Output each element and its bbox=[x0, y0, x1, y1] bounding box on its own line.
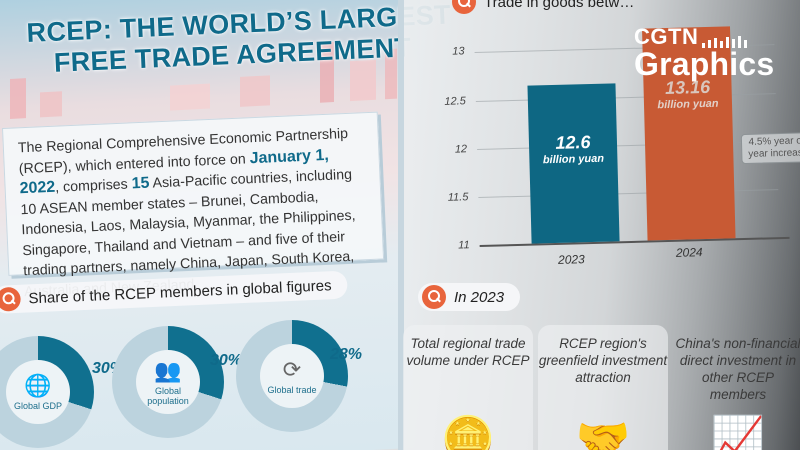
bar-chart-logo-icon bbox=[702, 34, 748, 48]
handshake-icon: 🤝 bbox=[575, 415, 631, 450]
brand-line-2: Graphics bbox=[634, 46, 775, 82]
bar-unit: billion yuan bbox=[657, 97, 719, 112]
y-tick-12-5: 12.5 bbox=[444, 95, 467, 108]
card-title: China's non-financial direct investment … bbox=[675, 336, 800, 402]
y-tick-11-5: 11.5 bbox=[447, 191, 469, 204]
bar-value: 12.6 bbox=[555, 132, 591, 153]
in2023-section-heading: In 2023 bbox=[418, 283, 521, 311]
donut-global-gdp: 🌐 Global GDP 30% bbox=[0, 336, 124, 448]
x-label-2024: 2024 bbox=[675, 245, 703, 260]
donut-label: Global trade bbox=[267, 384, 317, 395]
card-title: Total regional trade volume under RCEP bbox=[406, 336, 530, 368]
donut-label: Global population bbox=[147, 385, 189, 406]
intro-country-count: 15 bbox=[131, 174, 150, 193]
in2023-heading-text: In 2023 bbox=[454, 288, 505, 306]
donut-label: Global GDP bbox=[13, 400, 63, 411]
globe-icon: 🌐 bbox=[24, 372, 52, 398]
y-tick-11: 11 bbox=[458, 239, 470, 252]
trade-section-heading: Trade in goods betw… bbox=[448, 0, 650, 16]
donut-percent: 28% bbox=[330, 346, 363, 363]
bar-2023: 12.6 billion yuan bbox=[527, 83, 620, 244]
intro-text-box: The Regional Comprehensive Economic Part… bbox=[2, 111, 385, 300]
x-label-2023: 2023 bbox=[557, 252, 585, 267]
search-icon bbox=[422, 285, 446, 309]
donut-global-trade: ⟳ Global trade 28% bbox=[236, 320, 362, 432]
cgtn-graphics-logo: CGTN Graphics bbox=[634, 24, 775, 82]
trade-heading-text: Trade in goods betw… bbox=[484, 0, 635, 11]
search-icon bbox=[0, 286, 22, 312]
card-trade-volume: Total regional trade volume under RCEP 🪙 bbox=[403, 325, 533, 450]
y-tick-13: 13 bbox=[452, 45, 465, 58]
brand-line-1: CGTN bbox=[634, 24, 699, 49]
cycle-arrows-icon: ⟳ bbox=[282, 356, 302, 382]
y-tick-12: 12 bbox=[454, 143, 468, 156]
donut-global-population: 👥 Global population 30% bbox=[112, 326, 242, 438]
card-greenfield-investment: RCEP region's greenfield investment attr… bbox=[538, 325, 668, 450]
growth-chart-icon: 📈 bbox=[710, 415, 766, 450]
coins-icon: 🪙 bbox=[440, 415, 496, 450]
card-china-investment: China's non-financial direct investment … bbox=[673, 325, 800, 450]
card-title: RCEP region's greenfield investment attr… bbox=[538, 336, 668, 385]
yoy-callout: 4.5% year on year increase bbox=[740, 132, 800, 165]
in2023-cards: Total regional trade volume under RCEP 🪙… bbox=[398, 325, 800, 450]
donut-percent: 30% bbox=[210, 352, 243, 369]
intro-text-part2: , comprises bbox=[54, 176, 133, 196]
search-icon bbox=[452, 0, 476, 14]
x-axis bbox=[479, 236, 790, 247]
people-icon: 👥 bbox=[154, 357, 182, 383]
bar-unit: billion yuan bbox=[542, 152, 605, 167]
